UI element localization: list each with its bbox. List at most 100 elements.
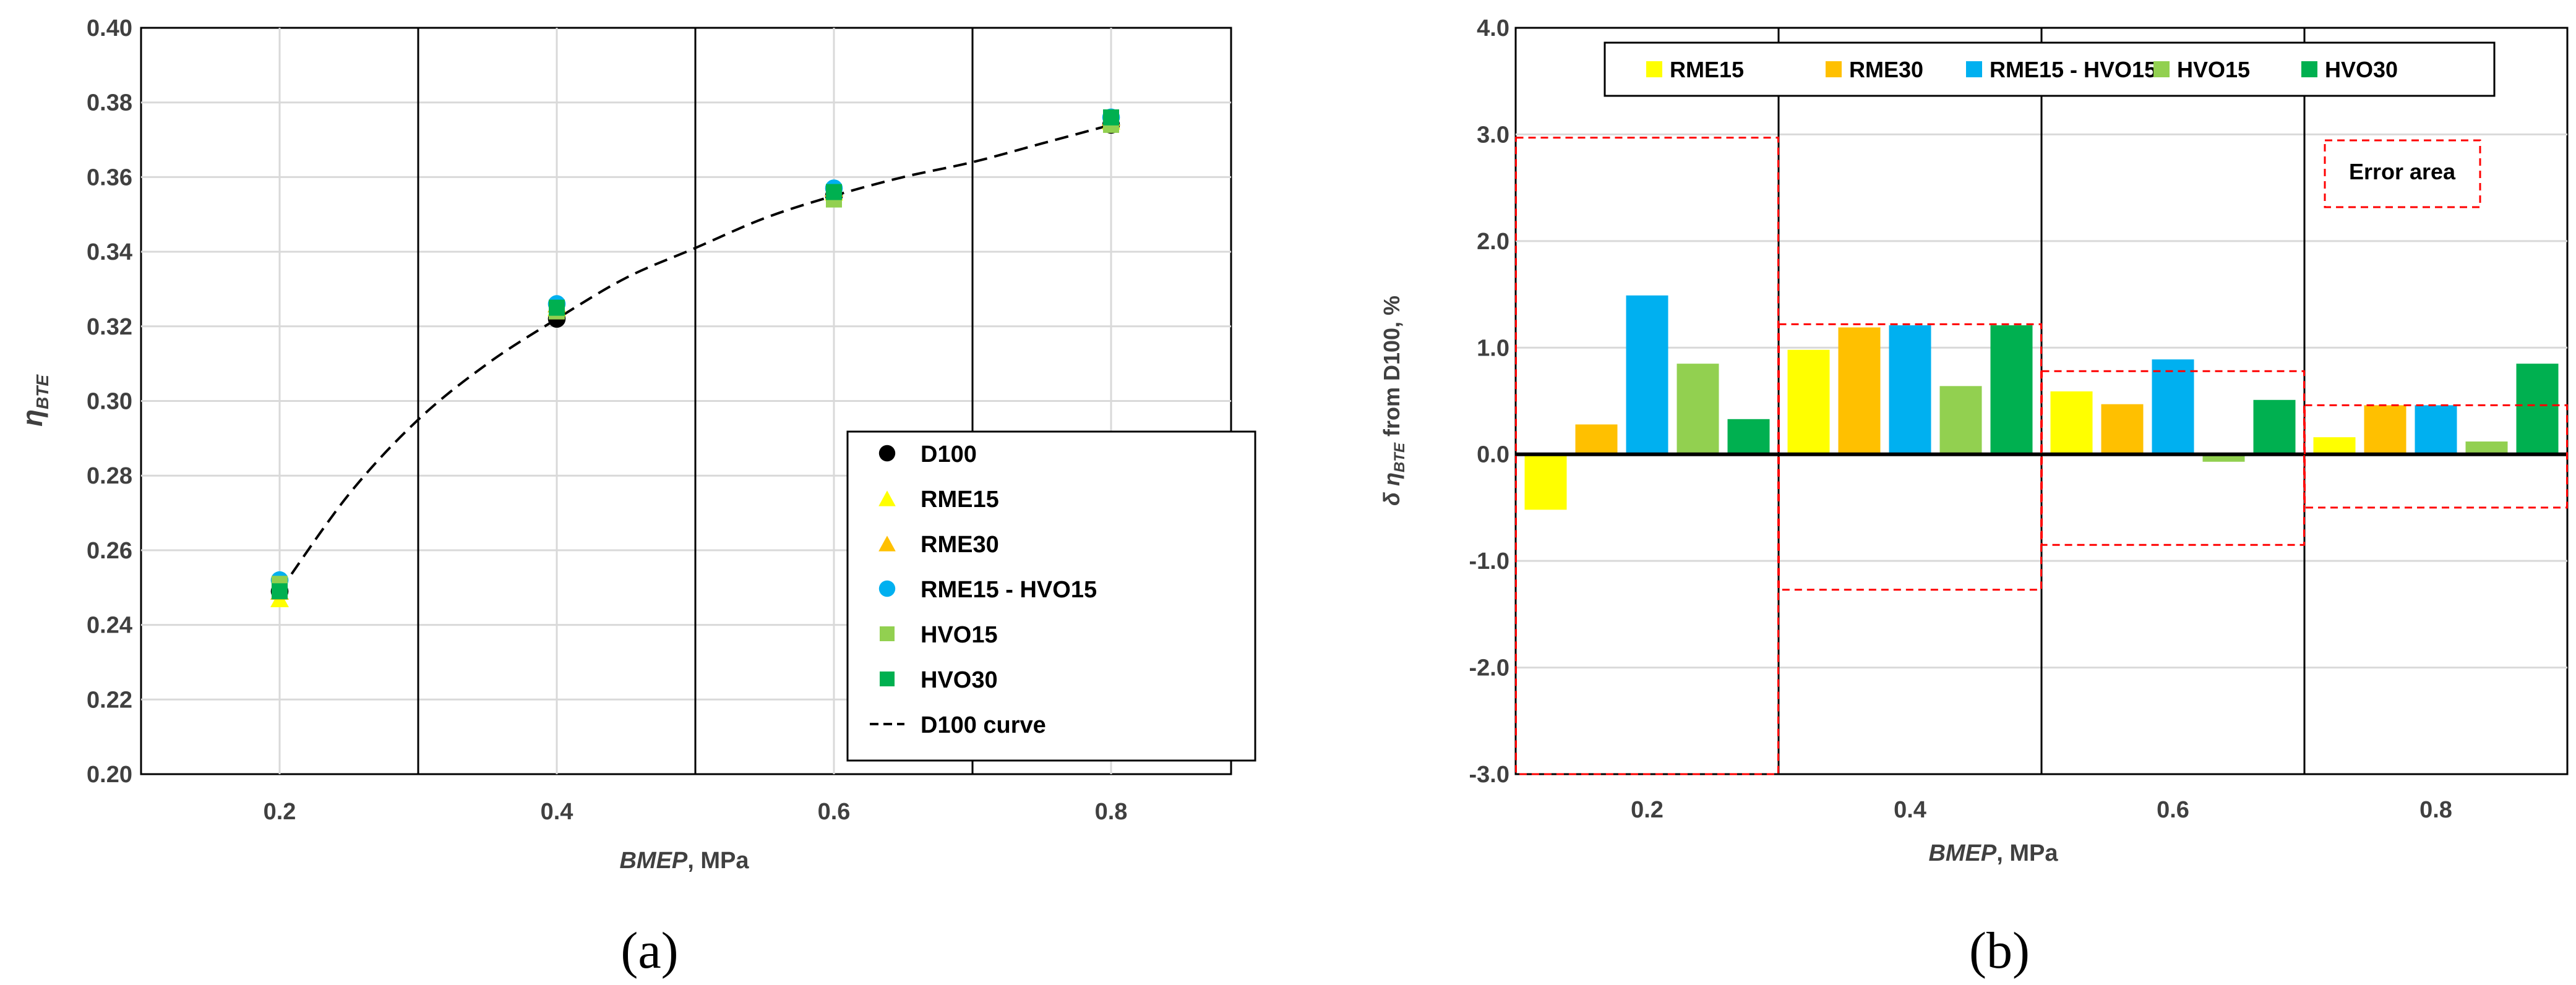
chart-b-bar-hvo30 xyxy=(1727,419,1770,454)
chart-b-y-tick: -3.0 xyxy=(1469,762,1509,788)
chart-b: -3.0 -2.0 -1.0 0.0 1.0 2.0 3.0 4.0 0.2 0.4 0.6 0.8… xyxy=(1379,15,2569,979)
chart-b-bars-layer xyxy=(1524,295,2559,510)
chart-a: 0.20 0.22 0.24 0.26 0.28 0.30 0.32 0.34 0.36 0.38… xyxy=(16,15,1256,979)
chart-a-y-tick: 0.24 xyxy=(87,613,132,639)
chart-b-legend-label: RME15 xyxy=(1670,57,1744,82)
chart-b-bar-rme30 xyxy=(2101,404,2144,454)
chart-a-legend-swatch xyxy=(878,445,896,462)
chart-b-y-tick: 1.0 xyxy=(1477,335,1509,361)
chart-a-y-axis-label: ηBTE xyxy=(16,374,52,427)
chart-a-legend: D100 RME15 RME30 RME15 - HVO15 HVO15 HVO30 D10… xyxy=(846,430,1256,762)
chart-a-x-tick: 0.8 xyxy=(1095,799,1128,825)
chart-b-legend: RME15 RME30 RME15 - HVO15 HVO15 HVO30 xyxy=(1604,41,2496,97)
chart-b-error-box xyxy=(2041,370,2305,546)
chart-b-legend-items: RME15 RME30 RME15 - HVO15 HVO15 HVO30 xyxy=(1646,57,2398,82)
chart-a-x-axis-label: BMEP, MPa xyxy=(619,848,749,874)
chart-a-y-tick: 0.40 xyxy=(87,15,132,41)
chart-a-y-tick: 0.38 xyxy=(87,90,132,116)
chart-a-legend-box xyxy=(846,430,1256,762)
chart-b-bar-hvo15 xyxy=(1939,386,1982,454)
chart-b-x-tick: 0.4 xyxy=(1894,797,1926,823)
chart-a-legend-label: D100 curve xyxy=(921,712,1046,738)
chart-b-bar-hvo15 xyxy=(1677,364,1719,454)
chart-b-error-box xyxy=(2304,404,2568,509)
chart-b-error-box xyxy=(1778,323,2042,591)
chart-a-x-tick: 0.4 xyxy=(541,799,573,825)
chart-a-y-tick: 0.34 xyxy=(87,239,132,265)
chart-b-bar-rme15-hvo15 xyxy=(2415,405,2457,454)
chart-b-bar-hvo30 xyxy=(2516,364,2559,454)
chart-a-y-tick: 0.22 xyxy=(87,687,132,713)
chart-b-y-axis-label: δ ηBTE from D100, % xyxy=(1379,296,1408,506)
chart-a-legend-swatch xyxy=(878,580,896,597)
chart-b-bar-rme15 xyxy=(1787,349,1830,454)
chart-a-point-hvo30 xyxy=(272,583,288,600)
chart-b-bar-rme30 xyxy=(2364,405,2406,454)
chart-a-y-tick: 0.32 xyxy=(87,314,132,340)
chart-a-legend-label: HVO15 xyxy=(921,622,998,648)
panel-label-b: (b) xyxy=(1969,922,2030,979)
chart-a-legend-label: D100 xyxy=(921,441,977,467)
chart-b-y-tick-labels: -3.0 -2.0 -1.0 0.0 1.0 2.0 3.0 4.0 xyxy=(1469,15,1509,788)
chart-b-x-tick: 0.6 xyxy=(2157,797,2189,823)
chart-b-x-tick: 0.2 xyxy=(1631,797,1664,823)
chart-a-point-hvo30 xyxy=(826,184,843,200)
chart-a-d100-curve xyxy=(278,123,1112,592)
chart-b-x-axis-label: BMEP, MPa xyxy=(1928,840,2058,866)
chart-b-legend-label: HVO30 xyxy=(2325,57,2398,82)
chart-b-legend-label: HVO15 xyxy=(2177,57,2250,82)
chart-b-error-annotation-box xyxy=(2324,139,2481,208)
chart-a-point-hvo30 xyxy=(549,299,565,316)
chart-a-x-tick: 0.2 xyxy=(264,799,296,825)
chart-b-bar-rme30 xyxy=(1575,424,1618,454)
chart-b-legend-swatch xyxy=(2301,61,2317,77)
chart-a-legend-swatch xyxy=(880,626,895,641)
chart-a-y-tick: 0.28 xyxy=(87,463,132,489)
chart-b-bar-hvo30 xyxy=(2253,399,2296,454)
chart-b-legend-label: RME30 xyxy=(1849,57,1923,82)
chart-a-legend-swatch xyxy=(878,535,896,552)
chart-a-legend-swatch xyxy=(878,490,896,506)
chart-b-bar-hvo15 xyxy=(2465,441,2508,454)
chart-a-y-tick: 0.26 xyxy=(87,538,132,564)
chart-b-legend-swatch xyxy=(1966,61,1982,77)
chart-b-y-tick: -1.0 xyxy=(1469,548,1509,574)
chart-b-error-annotation: Error area xyxy=(2349,159,2456,184)
chart-b-y-tick: 3.0 xyxy=(1477,122,1509,148)
chart-b-y-tick: 2.0 xyxy=(1477,229,1509,255)
chart-b-bar-rme15-hvo15 xyxy=(2152,359,2194,454)
chart-b-bar-rme15-hvo15 xyxy=(1889,325,1931,454)
chart-a-curve-layer xyxy=(278,123,1112,592)
chart-a-points-layer xyxy=(270,108,1120,608)
chart-b-bar-rme15-hvo15 xyxy=(1626,295,1668,454)
chart-a-legend-label: RME15 - HVO15 xyxy=(921,577,1097,603)
chart-a-point-hvo30 xyxy=(1103,109,1120,126)
chart-b-x-tick: 0.8 xyxy=(2419,797,2452,823)
chart-b-error-box xyxy=(1515,137,1779,775)
chart-a-y-tick: 0.20 xyxy=(87,762,132,788)
panel-label-a: (a) xyxy=(620,922,678,979)
chart-b-legend-swatch xyxy=(1646,61,1662,77)
chart-a-x-tick-labels: 0.2 0.4 0.6 0.8 xyxy=(264,799,1128,825)
chart-b-x-tick-labels: 0.2 0.4 0.6 0.8 xyxy=(1631,797,2452,823)
chart-b-bar-hvo15 xyxy=(2202,454,2245,462)
chart-b-bar-hvo30 xyxy=(1990,325,2033,454)
chart-a-y-tick-labels: 0.20 0.22 0.24 0.26 0.28 0.30 0.32 0.34 0.36 0.38… xyxy=(87,15,132,788)
chart-b-legend-swatch xyxy=(1826,61,1842,77)
chart-b-legend-swatch xyxy=(2153,61,2170,77)
chart-b-legend-label: RME15 - HVO15 xyxy=(1990,57,2157,82)
chart-b-bar-rme15 xyxy=(2313,437,2356,454)
chart-a-legend-label: HVO30 xyxy=(921,667,998,693)
chart-a-legend-swatch xyxy=(880,672,895,686)
chart-a-y-tick: 0.30 xyxy=(87,389,132,415)
chart-b-error-areas xyxy=(1515,137,2568,775)
chart-b-y-tick: -2.0 xyxy=(1469,655,1509,681)
chart-b-y-tick: 4.0 xyxy=(1477,15,1509,41)
chart-a-y-tick: 0.36 xyxy=(87,164,132,190)
chart-b-bar-rme15 xyxy=(1524,454,1567,510)
chart-a-x-tick: 0.6 xyxy=(818,799,851,825)
chart-a-legend-label: RME30 xyxy=(921,532,999,558)
chart-b-bar-rme30 xyxy=(1838,327,1881,454)
chart-a-legend-items: D100 RME15 RME30 RME15 - HVO15 HVO15 HVO30 D10… xyxy=(870,441,1097,738)
